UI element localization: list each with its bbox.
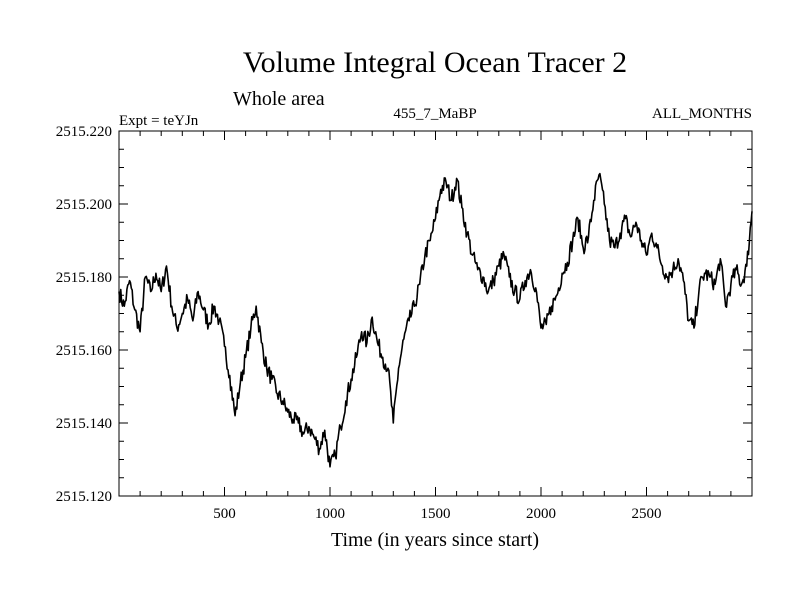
annotation-experiment: Expt = teYJn [119,113,199,129]
y-tick-label: 2515.220 [56,124,112,140]
y-tick-label: 2515.180 [56,270,112,286]
x-tick-label: 500 [213,506,236,522]
chart-title: Volume Integral Ocean Tracer 2 [243,46,627,79]
axis-ticks [119,131,752,496]
x-tick-label: 2500 [632,506,662,522]
y-tick-label: 2515.140 [56,416,112,432]
tick-labels: 500 1000 1500 2000 2500 2515.120 2515.140 2515.… [56,124,662,522]
y-tick-label: 2515.200 [56,197,112,213]
y-tick-label: 2515.120 [56,489,112,505]
x-tick-label: 1500 [421,506,451,522]
y-tick-label: 2515.160 [56,343,112,359]
annotation-months: ALL_MONTHS [652,106,752,122]
chart-subtitle: Whole area [233,88,325,110]
series-line [118,172,753,468]
x-tick-label: 2000 [526,506,556,522]
annotation-period: 455_7_MaBP [393,106,476,122]
x-tick-label: 1000 [315,506,345,522]
plot-frame [118,130,753,497]
x-axis-label: Time (in years since start) [331,529,539,551]
